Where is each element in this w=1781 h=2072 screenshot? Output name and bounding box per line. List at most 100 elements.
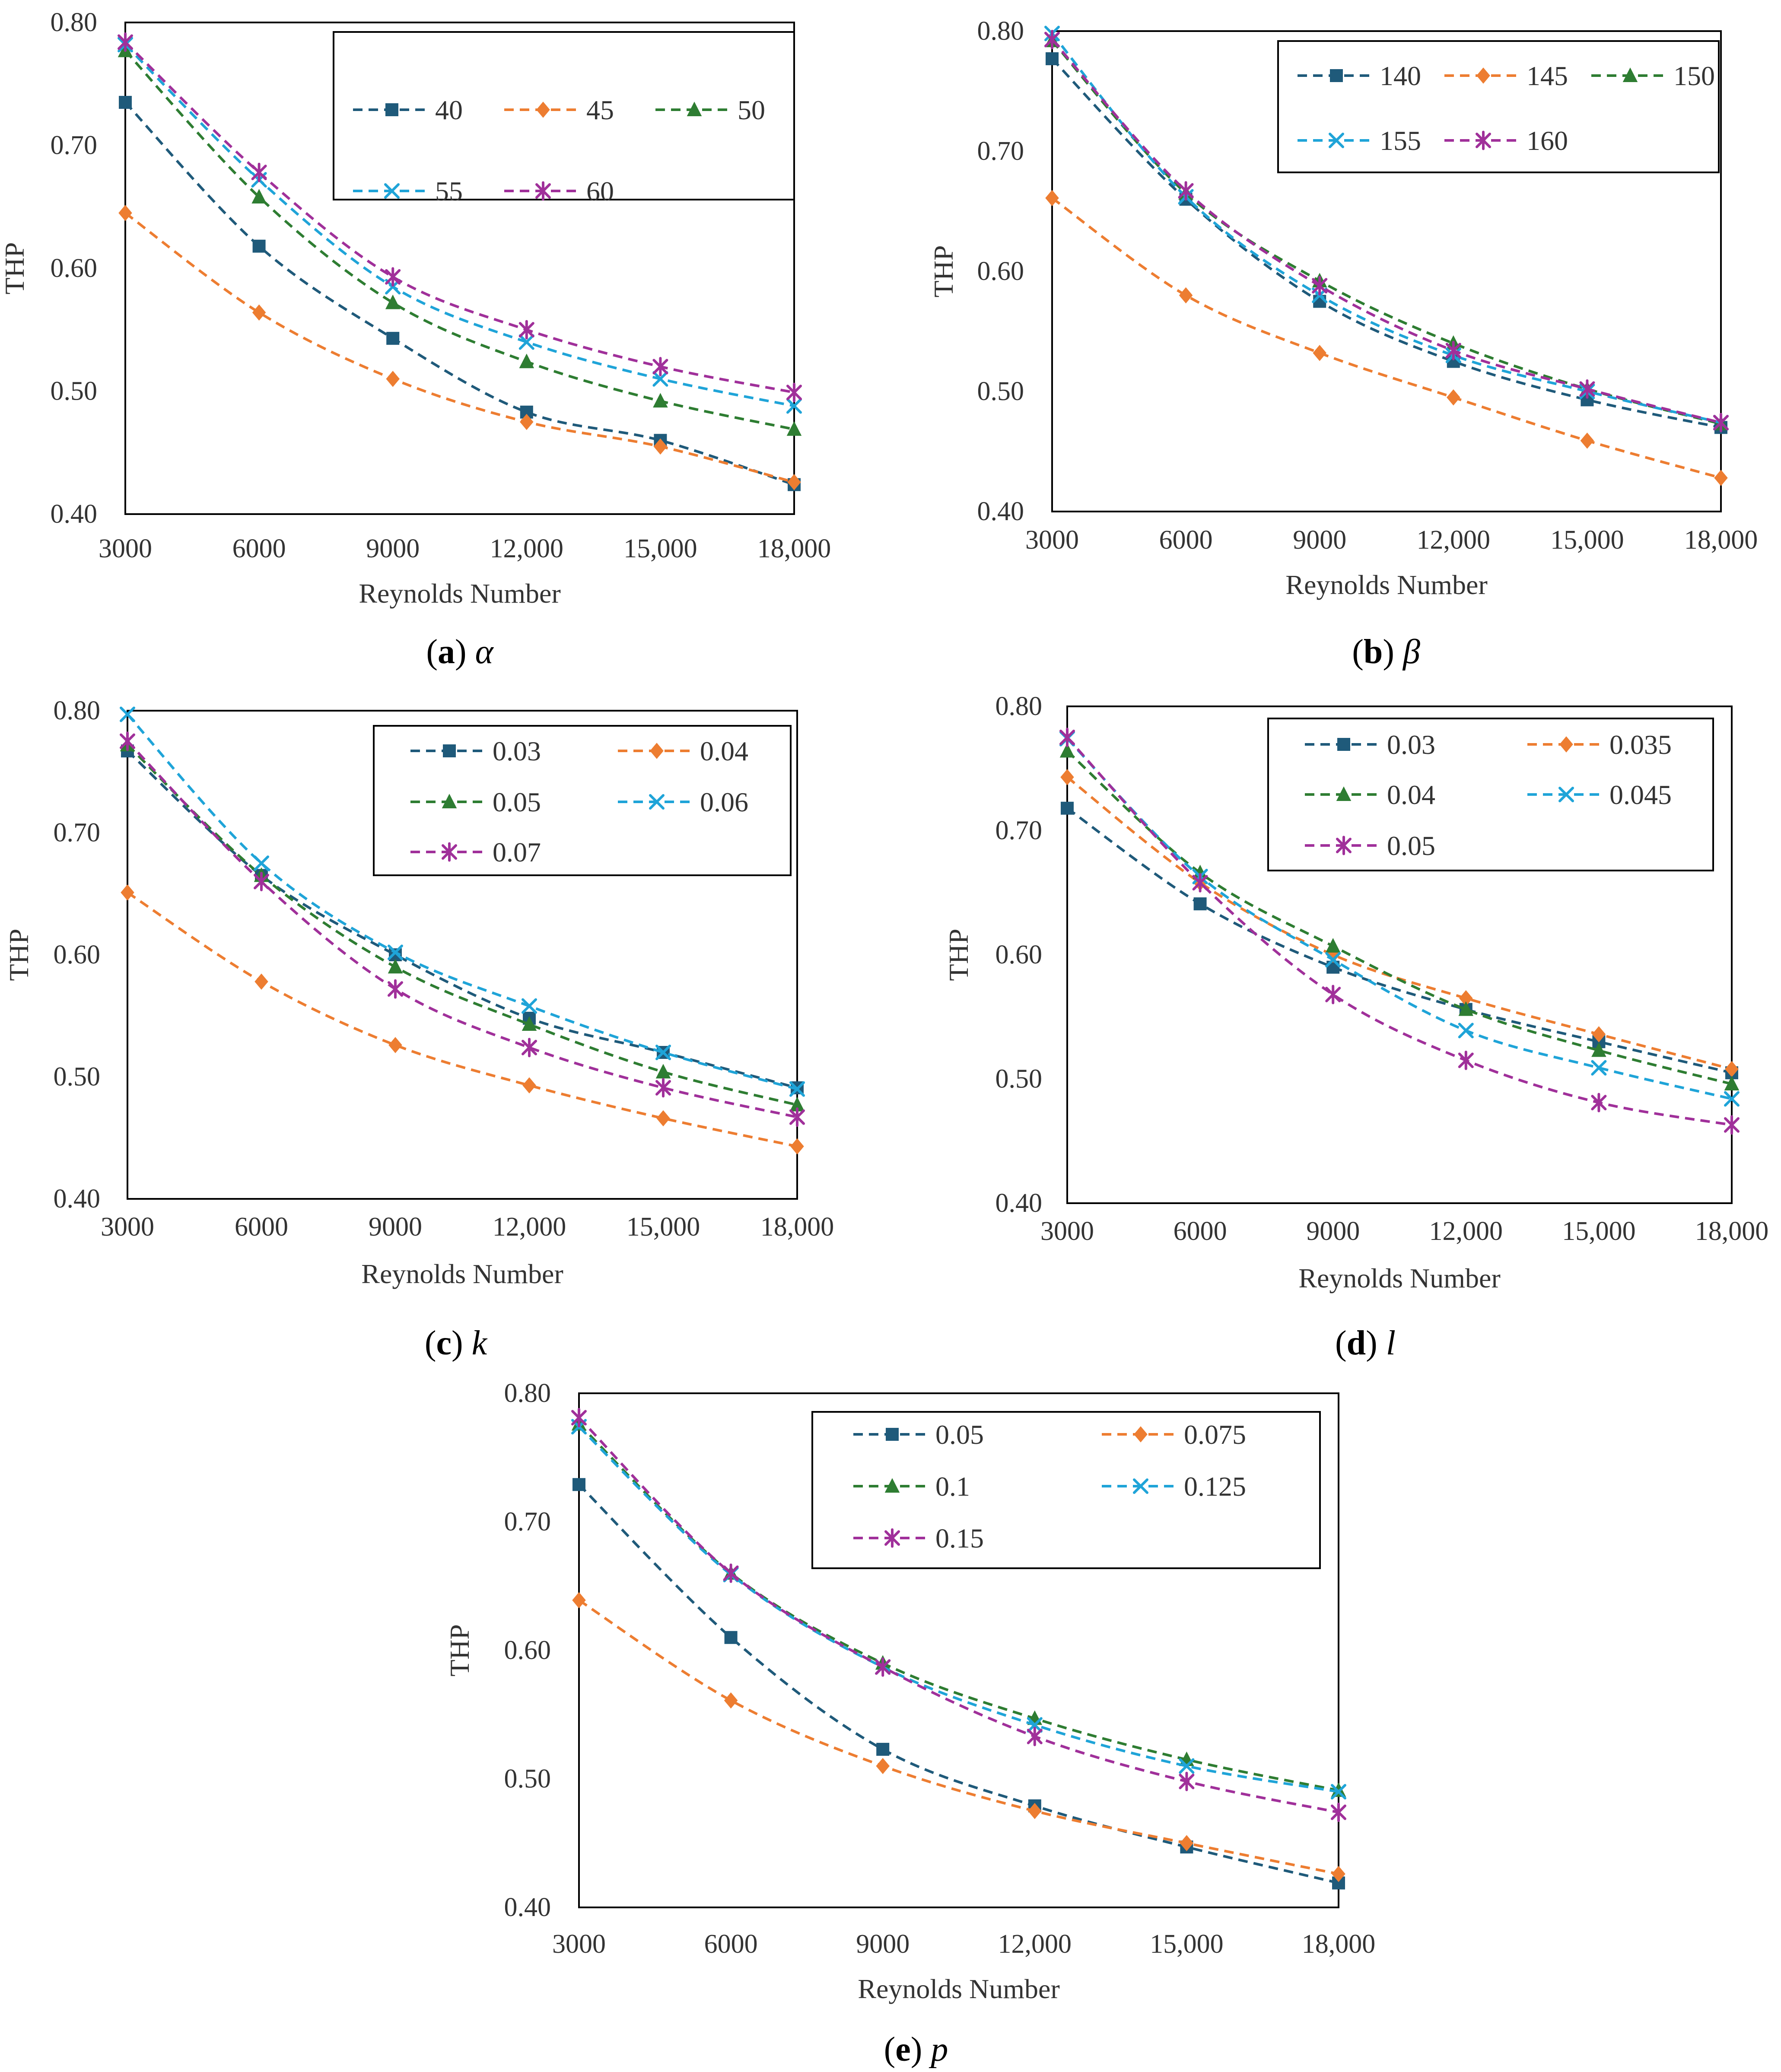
legend-marker	[687, 102, 702, 116]
data-point	[522, 1077, 536, 1094]
data-point	[254, 855, 269, 871]
data-point	[254, 872, 269, 891]
legend-item: 55	[353, 176, 463, 207]
data-point	[388, 979, 403, 999]
chart-panel-e: 0.40 0.50 0.60 0.70 0.80 3000 6000 9000 12,000 15…	[444, 1379, 1375, 2069]
data-point	[119, 95, 132, 109]
x-tick-label: 9000	[366, 534, 420, 563]
x-axis-title: Reynolds Number	[858, 1973, 1060, 2004]
data-point	[1580, 432, 1594, 449]
series-0.04	[121, 884, 804, 1155]
series-line	[1051, 32, 1721, 424]
legend-marker	[1476, 130, 1491, 150]
x-tick-label: 6000	[232, 534, 286, 563]
legend-marker	[536, 102, 550, 118]
x-tick-label: 12,000	[490, 534, 564, 563]
data-point	[1325, 952, 1341, 968]
y-axis-title: THP	[943, 929, 974, 981]
series-line	[124, 212, 795, 483]
legend-label: 150	[1673, 60, 1715, 91]
legend: 140 145 150 155 160	[1277, 40, 1720, 173]
legend-marker	[1559, 736, 1573, 753]
data-point	[1313, 345, 1326, 361]
series-0.06	[120, 706, 805, 1097]
chart-panel-d: 0.40 0.50 0.60 0.70 0.80 3000 6000 9000 12,000 15…	[943, 692, 1768, 1362]
data-point	[388, 944, 403, 960]
data-point	[1447, 389, 1460, 406]
legend-label: 140	[1380, 60, 1421, 91]
legend-item: 160	[1444, 125, 1568, 156]
y-tick-label: 0.50	[504, 1764, 551, 1794]
data-point	[1060, 769, 1074, 785]
data-point	[876, 1758, 890, 1774]
x-tick-label: 18,000	[760, 1212, 834, 1242]
legend-box	[333, 31, 795, 200]
y-tick-label: 0.40	[51, 499, 98, 529]
y-tick-label: 0.70	[504, 1507, 551, 1537]
y-tick-label: 0.70	[995, 816, 1043, 845]
legend-label: 60	[586, 176, 614, 207]
data-point	[655, 1045, 671, 1060]
legend-item: 0.045	[1527, 779, 1672, 810]
legend-marker	[649, 794, 665, 810]
series-line	[578, 1426, 1339, 1793]
data-point	[518, 320, 534, 340]
legend-item: 155	[1298, 125, 1421, 156]
y-tick-label: 0.70	[54, 818, 101, 848]
legend-item: 0.03	[410, 736, 541, 766]
series-160	[1044, 29, 1729, 432]
y-tick-label: 0.60	[504, 1636, 551, 1665]
legend-label: 0.03	[1387, 729, 1435, 760]
legend-label: 0.125	[1184, 1471, 1246, 1502]
data-point	[522, 1016, 537, 1031]
legend-item: 0.125	[1102, 1471, 1246, 1502]
legend-box	[1277, 40, 1720, 173]
y-tick-label: 0.80	[995, 692, 1043, 721]
legend-marker	[1558, 787, 1574, 802]
x-axis-title: Reynolds Number	[1285, 569, 1488, 600]
legend-item: 0.04	[1305, 779, 1435, 810]
legend: 0.03 0.04 0.05 0.06 0.07	[373, 725, 792, 876]
data-point	[1061, 801, 1074, 815]
series-line	[1066, 737, 1732, 1100]
x-tick-label: 15,000	[627, 1212, 700, 1242]
x-tick-label: 3000	[1040, 1217, 1094, 1246]
y-axis-title: THP	[0, 242, 30, 295]
legend-marker	[1336, 786, 1352, 801]
series-line	[127, 891, 798, 1148]
legend-marker	[442, 794, 457, 808]
plot-area-frame	[127, 710, 798, 1200]
data-point	[1179, 287, 1193, 304]
data-point	[786, 421, 802, 436]
series-0.07	[120, 731, 805, 1127]
x-tick-label: 18,000	[1695, 1217, 1769, 1246]
legend-label: 50	[738, 95, 765, 125]
legend-item: 0.05	[853, 1419, 984, 1450]
y-tick-label: 0.60	[54, 940, 101, 969]
data-point	[1059, 728, 1075, 747]
legend-marker	[886, 1428, 899, 1441]
legend: 40 45 50 55 60	[333, 31, 795, 207]
data-point	[519, 353, 534, 369]
data-point	[1458, 1050, 1474, 1070]
legend-marker	[535, 181, 551, 201]
data-point	[1193, 897, 1207, 911]
legend-marker	[650, 743, 664, 759]
series-0.15	[571, 1408, 1346, 1822]
data-point	[1178, 181, 1194, 201]
data-point	[1724, 1091, 1740, 1107]
data-point	[118, 32, 133, 52]
data-point	[876, 1743, 890, 1756]
x-axis-title: Reynolds Number	[1298, 1263, 1501, 1293]
y-tick-label: 0.50	[977, 377, 1024, 406]
data-point	[1059, 743, 1075, 758]
y-tick-label: 0.50	[51, 377, 98, 406]
panel-caption: (e) p	[884, 2031, 948, 2069]
y-tick-label: 0.40	[54, 1184, 101, 1214]
data-point	[252, 304, 266, 321]
series-line	[578, 1599, 1339, 1875]
series-line	[1066, 807, 1732, 1074]
legend-item: 150	[1591, 60, 1715, 91]
y-tick-label: 0.40	[995, 1189, 1043, 1218]
data-point	[1325, 985, 1341, 1004]
